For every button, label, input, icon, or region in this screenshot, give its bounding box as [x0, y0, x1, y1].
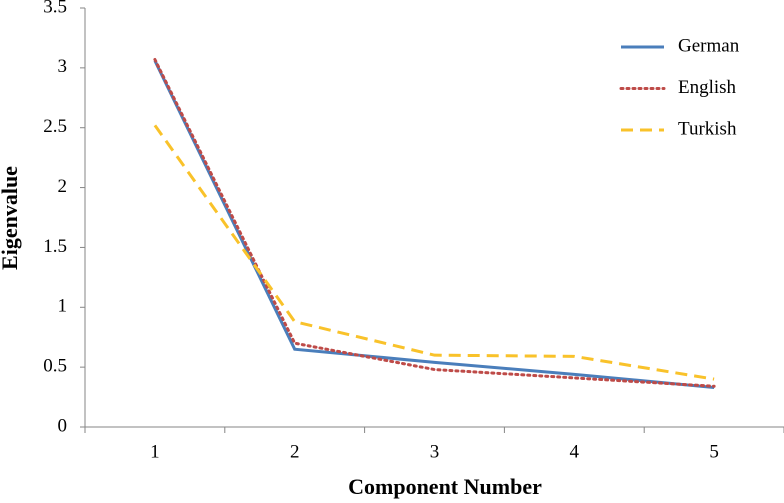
y-tick-label: 0	[58, 415, 68, 436]
y-axis-title: Eigenvalue	[0, 166, 22, 270]
series-line	[153, 124, 715, 381]
y-tick-label: 2	[58, 176, 68, 197]
legend-label: English	[678, 77, 737, 98]
y-tick-label: 2.5	[43, 116, 67, 137]
y-tick-label: 1.5	[43, 236, 67, 257]
legend-label: German	[678, 35, 740, 56]
x-tick-label: 2	[290, 441, 300, 462]
series-line	[153, 57, 716, 388]
y-tick-label: 3.5	[43, 0, 67, 17]
legend-label: Turkish	[678, 118, 737, 139]
x-axis-title: Component Number	[348, 474, 542, 499]
y-tick-label: 1	[58, 296, 68, 317]
y-tick-label: 0.5	[43, 356, 67, 377]
x-tick-label: 3	[430, 441, 440, 462]
series-line	[153, 60, 715, 389]
x-tick-label: 5	[709, 441, 719, 462]
x-tick-label: 1	[150, 441, 160, 462]
x-tick-label: 4	[570, 441, 580, 462]
y-tick-label: 3	[58, 56, 68, 77]
